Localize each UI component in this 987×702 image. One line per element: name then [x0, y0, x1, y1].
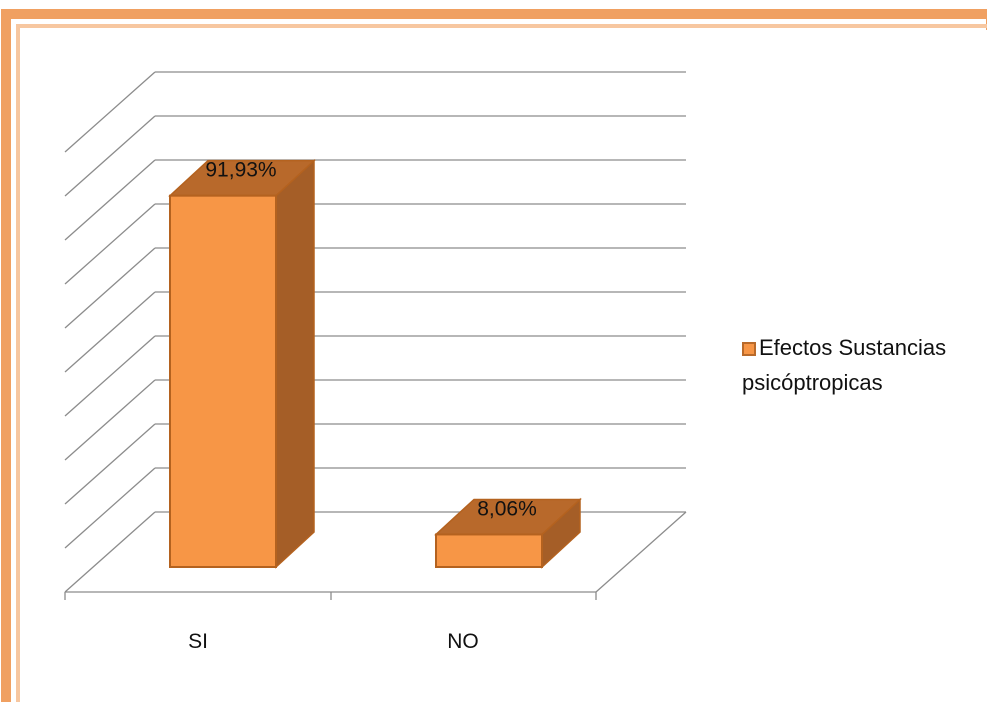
bar — [169, 194, 277, 569]
data-label: 8,06% — [477, 497, 537, 520]
x-tick-label: SI — [188, 630, 208, 653]
bar-side — [275, 158, 315, 569]
side-gridline — [64, 203, 156, 285]
bar — [435, 533, 543, 568]
side-gridline — [64, 115, 156, 197]
side-gridline — [64, 335, 156, 417]
side-gridline — [64, 379, 156, 461]
floor-right-edge — [595, 511, 687, 593]
bars — [168, 158, 582, 569]
side-gridline — [64, 423, 156, 505]
data-label: 91,93% — [205, 159, 276, 182]
category-tick-labels: SI NO — [188, 630, 479, 653]
side-gridline — [64, 511, 156, 593]
legend-swatch — [742, 342, 756, 356]
legend: Efectos Sustancias psicóptropicas — [742, 330, 982, 400]
axes — [64, 511, 687, 600]
side-gridline — [64, 467, 156, 549]
side-gridline — [64, 71, 156, 153]
data-labels: 91,93% 8,06% — [205, 159, 536, 521]
x-tick-label: NO — [447, 630, 479, 653]
frame-border-inner — [16, 24, 987, 702]
side-gridline — [64, 247, 156, 329]
frame-border-outer — [1, 9, 987, 702]
legend-label: Efectos Sustancias psicóptropicas — [742, 335, 947, 395]
side-gridline — [64, 291, 156, 373]
side-gridline — [64, 159, 156, 241]
